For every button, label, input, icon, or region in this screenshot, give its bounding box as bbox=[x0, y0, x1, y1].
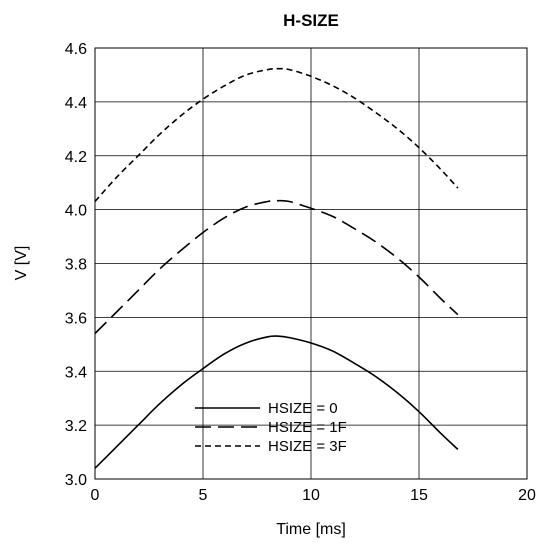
x-tick-label: 20 bbox=[518, 487, 536, 504]
y-axis-label: V [V] bbox=[13, 246, 30, 281]
x-axis-label: Time [ms] bbox=[276, 521, 346, 538]
x-tick-label: 0 bbox=[91, 487, 100, 504]
series-line-1 bbox=[94, 335, 459, 469]
chart-title: H-SIZE bbox=[283, 11, 339, 30]
series-lines bbox=[94, 67, 459, 469]
x-tick-label: 10 bbox=[302, 487, 320, 504]
y-tick-label: 3.6 bbox=[65, 310, 87, 327]
y-tick-label: 3.0 bbox=[65, 472, 87, 489]
y-tick-label: 4.2 bbox=[65, 149, 87, 166]
x-tick-label: 5 bbox=[199, 487, 208, 504]
legend-label: HSIZE = 3F bbox=[268, 438, 347, 455]
y-tick-label: 3.4 bbox=[65, 364, 87, 381]
y-tick-label: 3.2 bbox=[65, 418, 87, 435]
legend: HSIZE = 0 HSIZE = 1F HSIZE = 3F bbox=[195, 400, 347, 455]
y-tick-labels: 3.0 3.2 3.4 3.6 3.8 4.0 4.2 4.4 4.6 bbox=[65, 41, 87, 489]
legend-label: HSIZE = 0 bbox=[268, 400, 338, 417]
x-tick-label: 15 bbox=[410, 487, 428, 504]
y-tick-label: 4.4 bbox=[65, 95, 87, 112]
series-line-2 bbox=[94, 199, 459, 335]
x-tick-labels: 0 5 10 15 20 bbox=[91, 487, 536, 504]
y-tick-label: 3.8 bbox=[65, 257, 87, 274]
plot-frame bbox=[94, 47, 528, 480]
series-line-3 bbox=[94, 67, 459, 203]
legend-label: HSIZE = 1F bbox=[268, 419, 347, 436]
y-tick-label: 4.6 bbox=[65, 41, 87, 58]
y-tick-label: 4.0 bbox=[65, 203, 87, 220]
